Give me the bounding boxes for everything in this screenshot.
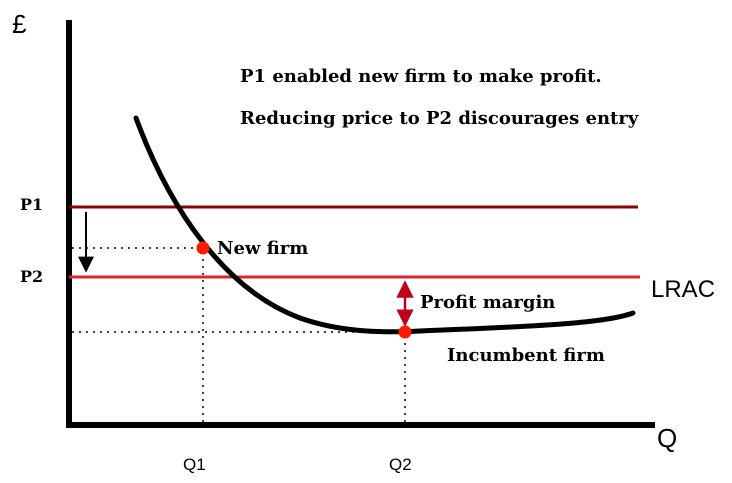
x-axis-label: Q	[657, 423, 677, 453]
lrac-curve	[133, 115, 636, 335]
q1-label: Q1	[183, 455, 206, 474]
p2-label: P2	[20, 267, 43, 286]
lrac-label: LRAC	[651, 276, 715, 303]
q2-label: Q2	[389, 455, 412, 474]
profit-margin-label: Profit margin	[420, 292, 555, 313]
incumbent-firm-point	[398, 325, 412, 339]
incumbent-firm-label: Incumbent firm	[447, 345, 605, 366]
y-axis-label: £	[12, 9, 27, 39]
annotation-line-1: P1 enabled new firm to make profit.	[240, 66, 602, 87]
new-firm-label: New firm	[217, 238, 308, 259]
annotation-line-2: Reducing price to P2 discourages entry	[240, 108, 639, 129]
new-firm-point	[196, 241, 210, 255]
p1-label: P1	[20, 195, 43, 214]
